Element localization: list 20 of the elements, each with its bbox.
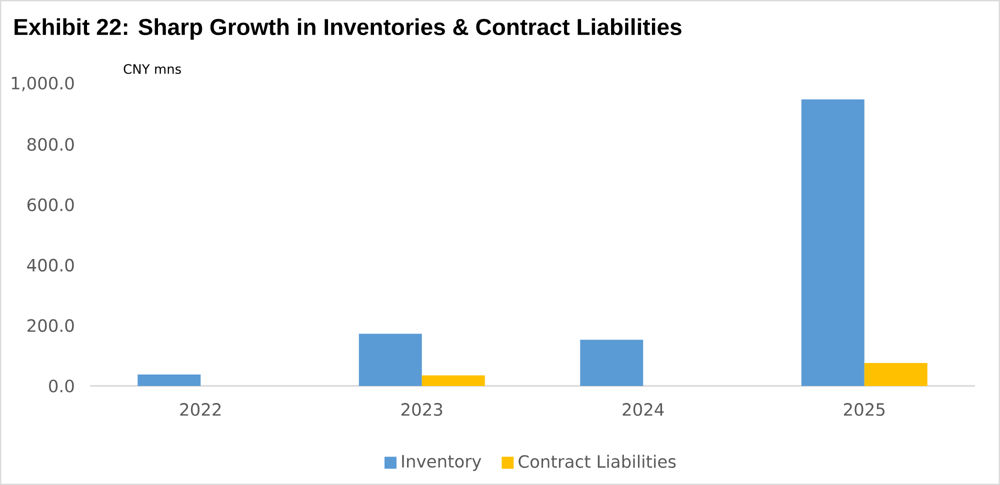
x-tick-label: 2022	[180, 403, 221, 416]
y-tick-label: 0.0	[49, 380, 74, 392]
bar	[138, 374, 201, 386]
y-axis-title: CNY mns	[124, 64, 181, 74]
bar	[358, 334, 422, 386]
legend-label: Inventory	[402, 455, 482, 471]
bar	[801, 99, 864, 386]
x-tick-label: 2024	[622, 403, 664, 416]
bar	[422, 375, 485, 386]
bar	[580, 340, 644, 386]
y-tick-label: 1,000.0	[12, 76, 74, 92]
x-tick-label: 2023	[402, 403, 442, 416]
y-tick-label: 600.0	[27, 198, 74, 212]
chart-title: Exhibit 22: Sharp Growth in Inventories & Contract Liabilities	[14, 18, 682, 40]
bar	[864, 363, 928, 386]
legend-label: Contract Liabilities	[518, 454, 676, 468]
y-tick-label: 200.0	[28, 319, 74, 332]
x-tick-label: 2025	[844, 403, 884, 416]
y-tick-label: 400.0	[27, 258, 74, 272]
y-tick-label: 800.0	[27, 138, 74, 151]
